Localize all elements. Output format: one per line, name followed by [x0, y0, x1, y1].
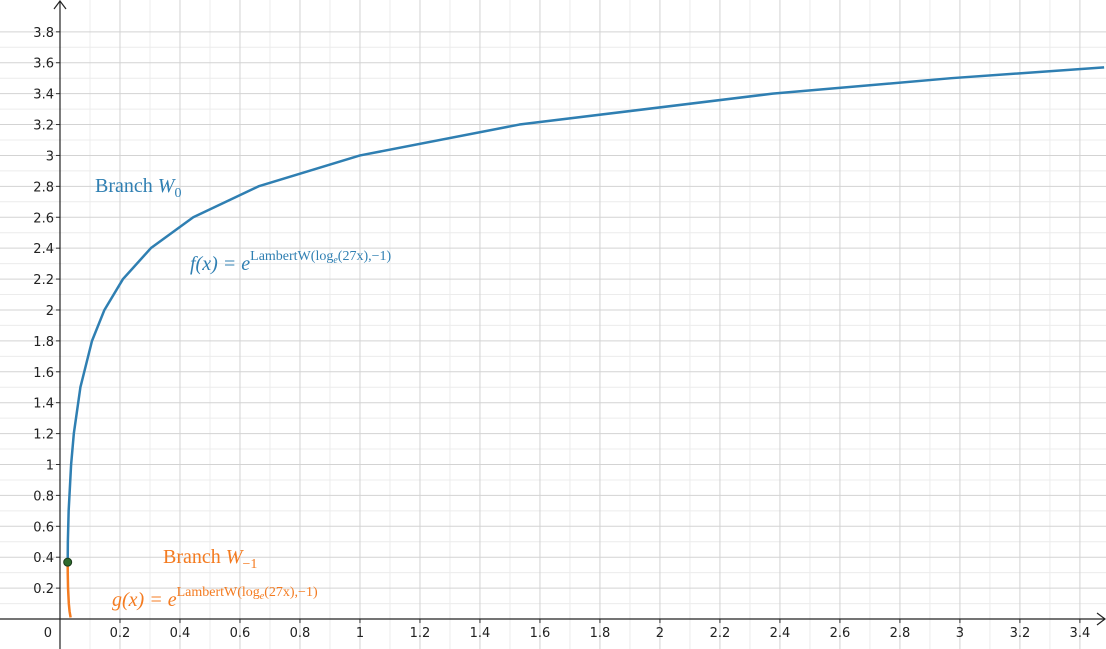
x-tick-label: 3 [956, 626, 964, 641]
annotation-sub: 0 [174, 186, 181, 201]
y-tick-label: 1.6 [33, 366, 54, 381]
annotation-text: f(x) = e [190, 253, 250, 275]
x-tick-label: 1.6 [530, 626, 551, 641]
x-tick-label: 1.4 [470, 626, 491, 641]
y-tick-label: 2.6 [33, 211, 54, 226]
intersection-point [63, 557, 73, 567]
annotation-sup: LambertW(log [177, 585, 260, 600]
y-tick-label: 0.8 [33, 489, 54, 504]
x-tick-label: 2.6 [830, 626, 851, 641]
annotation: g(x) = eLambertW(loge(27x),−1) [112, 585, 318, 611]
annotation-sup-end: (27x),−1) [264, 585, 318, 600]
x-tick-label: 1.2 [410, 626, 431, 641]
y-tick-label: 3.6 [33, 57, 54, 72]
x-tick-label: 3.4 [1070, 626, 1091, 641]
x-tick-label: 1 [356, 626, 364, 641]
y-tick-label: 3 [46, 149, 54, 164]
y-tick-label: 0.2 [33, 582, 54, 597]
annotation-sup-sub: e [333, 255, 338, 266]
annotation-text: Branch [95, 175, 158, 197]
x-tick-label: 0.8 [290, 626, 311, 641]
y-tick-label: 2.4 [33, 242, 54, 257]
y-tick-label: 1.8 [33, 335, 54, 350]
y-axis-arrow [53, 0, 67, 10]
y-tick-label: 3.4 [33, 88, 54, 103]
y-tick-label: 3.2 [33, 119, 54, 134]
annotation-sup: LambertW(log [250, 249, 333, 264]
y-tick-label: 1.2 [33, 428, 54, 443]
x-tick-label: 0 [44, 626, 52, 641]
x-tick-label: 2.4 [770, 626, 791, 641]
y-tick-label: 2 [46, 304, 54, 319]
x-tick-label: 1.8 [590, 626, 611, 641]
annotation-math: W [158, 175, 177, 197]
y-tick-label: 2.2 [33, 273, 54, 288]
y-tick-label: 2.8 [33, 180, 54, 195]
annotation: Branch W0 [95, 175, 181, 201]
curve [66, 562, 72, 618]
annotation-math: W [226, 546, 245, 568]
annotation-sup-end: (27x),−1) [338, 249, 392, 264]
x-tick-label: 2.2 [710, 626, 731, 641]
x-tick-label: 2 [656, 626, 664, 641]
x-tick-label: 0.6 [230, 626, 251, 641]
x-tick-label: 0.4 [170, 626, 191, 641]
y-tick-label: 1 [46, 458, 54, 473]
curve [66, 66, 1105, 563]
x-axis-arrow [1096, 612, 1106, 626]
x-tick-label: 2.8 [890, 626, 911, 641]
y-tick-label: 1.4 [33, 397, 54, 412]
x-tick-label: 0.2 [110, 626, 131, 641]
annotation-text: Branch [163, 546, 226, 568]
y-tick-label: 0.6 [33, 520, 54, 535]
annotation: Branch W−1 [163, 546, 257, 572]
x-tick-label: 3.2 [1010, 626, 1031, 641]
y-tick-label: 3.8 [33, 26, 54, 41]
annotation-sup-sub: e [260, 591, 265, 602]
annotation-text: g(x) = e [112, 589, 177, 611]
y-tick-label: 0.4 [33, 551, 54, 566]
annotation: f(x) = eLambertW(loge(27x),−1) [190, 249, 392, 275]
annotation-sub: −1 [242, 557, 257, 572]
